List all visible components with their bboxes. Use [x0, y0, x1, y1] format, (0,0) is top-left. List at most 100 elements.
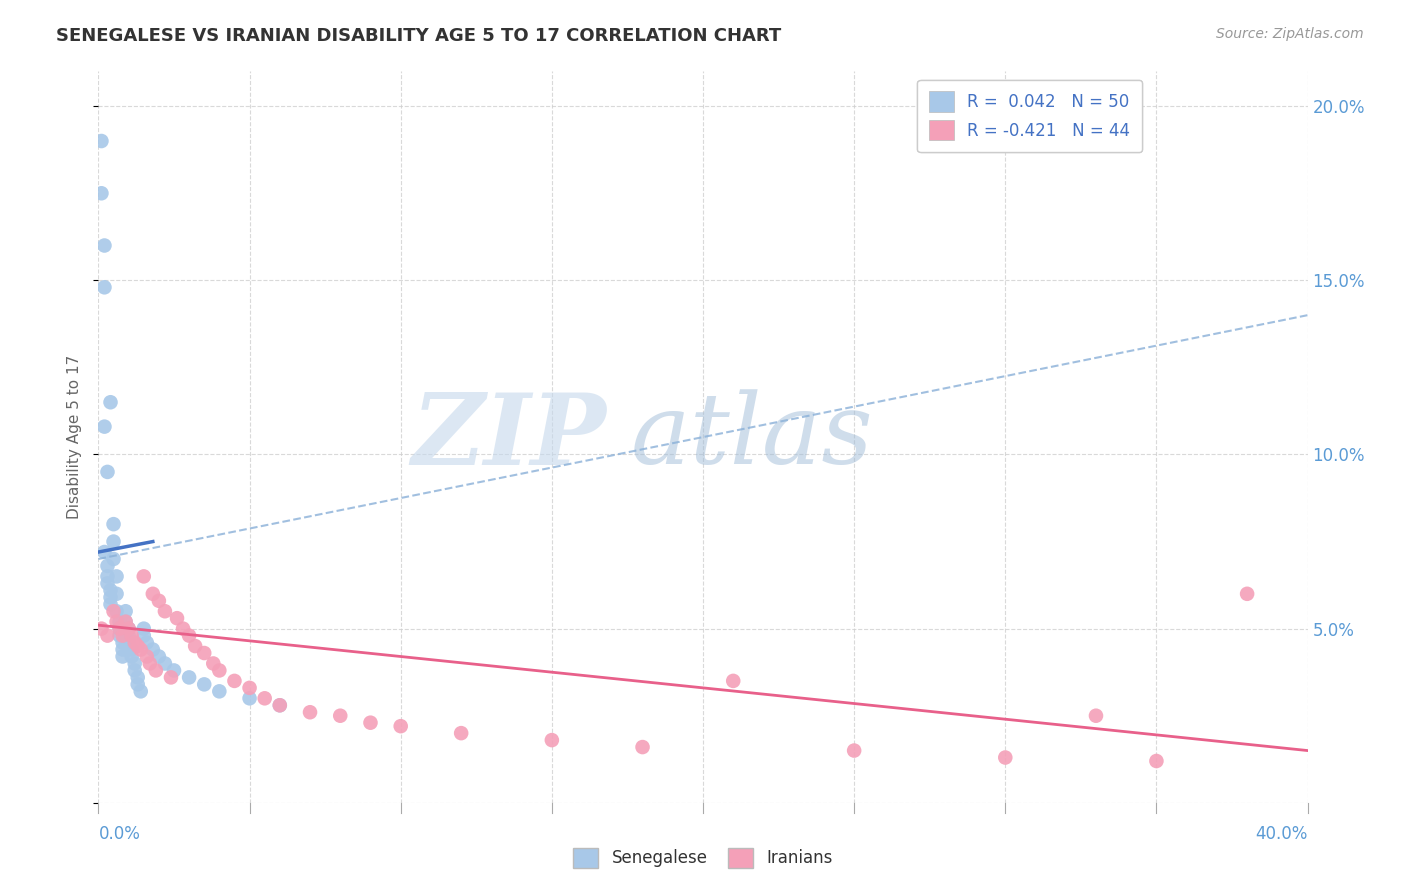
- Point: [124, 635, 146, 649]
- Point: [239, 681, 262, 695]
- Legend: R =  0.042   N = 50, R = -0.421   N = 44: R = 0.042 N = 50, R = -0.421 N = 44: [917, 79, 1142, 152]
- Point: [100, 597, 122, 611]
- Point: [121, 649, 143, 664]
- Point: [127, 677, 149, 691]
- Point: [103, 552, 125, 566]
- Point: [100, 395, 122, 409]
- Point: [111, 649, 134, 664]
- Point: [111, 642, 134, 657]
- Point: [105, 615, 128, 629]
- Point: [253, 691, 276, 706]
- Point: [145, 664, 167, 678]
- Point: [90, 622, 112, 636]
- Point: [148, 649, 170, 664]
- Point: [1236, 587, 1258, 601]
- Point: [269, 698, 291, 713]
- Point: [208, 664, 231, 678]
- Point: [124, 657, 146, 671]
- Point: [118, 629, 141, 643]
- Point: [114, 604, 136, 618]
- Point: [90, 186, 112, 201]
- Point: [142, 587, 165, 601]
- Point: [108, 622, 131, 636]
- Point: [96, 465, 118, 479]
- Point: [148, 594, 170, 608]
- Point: [163, 664, 186, 678]
- Point: [179, 629, 201, 643]
- Point: [96, 569, 118, 583]
- Point: [193, 646, 215, 660]
- Point: [132, 629, 155, 643]
- Point: [153, 604, 176, 618]
- Point: [90, 134, 112, 148]
- Point: [160, 670, 183, 684]
- Point: [166, 611, 188, 625]
- Point: [121, 629, 143, 643]
- Point: [172, 622, 194, 636]
- Point: [844, 743, 866, 757]
- Point: [93, 238, 115, 252]
- Point: [114, 615, 136, 629]
- Text: 40.0%: 40.0%: [1256, 825, 1308, 843]
- Point: [121, 642, 143, 657]
- Point: [100, 583, 122, 598]
- Point: [135, 635, 157, 649]
- Point: [108, 622, 131, 636]
- Point: [96, 558, 118, 573]
- Point: [389, 719, 412, 733]
- Point: [118, 622, 141, 636]
- Text: ZIP: ZIP: [412, 389, 606, 485]
- Point: [127, 639, 149, 653]
- Point: [994, 750, 1017, 764]
- Point: [329, 708, 352, 723]
- Point: [269, 698, 291, 713]
- Point: [100, 591, 122, 605]
- Point: [360, 715, 382, 730]
- Point: [132, 622, 155, 636]
- Point: [108, 615, 131, 629]
- Text: atlas: atlas: [630, 390, 873, 484]
- Point: [179, 670, 201, 684]
- Point: [202, 657, 225, 671]
- Point: [193, 677, 215, 691]
- Point: [96, 629, 118, 643]
- Point: [103, 604, 125, 618]
- Point: [111, 629, 134, 643]
- Point: [132, 569, 155, 583]
- Point: [111, 635, 134, 649]
- Point: [723, 673, 745, 688]
- Point: [105, 587, 128, 601]
- Point: [96, 576, 118, 591]
- Point: [108, 629, 131, 643]
- Point: [208, 684, 231, 698]
- Point: [124, 664, 146, 678]
- Point: [129, 684, 152, 698]
- Point: [118, 635, 141, 649]
- Point: [153, 657, 176, 671]
- Point: [93, 419, 115, 434]
- Point: [93, 545, 115, 559]
- Point: [631, 740, 654, 755]
- Point: [93, 280, 115, 294]
- Point: [139, 657, 162, 671]
- Text: 0.0%: 0.0%: [98, 825, 141, 843]
- Point: [105, 569, 128, 583]
- Point: [127, 670, 149, 684]
- Point: [299, 705, 322, 719]
- Point: [118, 622, 141, 636]
- Point: [103, 517, 125, 532]
- Legend: Senegalese, Iranians: Senegalese, Iranians: [567, 841, 839, 875]
- Point: [103, 534, 125, 549]
- Point: [1085, 708, 1108, 723]
- Text: SENEGALESE VS IRANIAN DISABILITY AGE 5 TO 17 CORRELATION CHART: SENEGALESE VS IRANIAN DISABILITY AGE 5 T…: [56, 27, 782, 45]
- Point: [142, 642, 165, 657]
- Point: [224, 673, 246, 688]
- Point: [129, 642, 152, 657]
- Text: Source: ZipAtlas.com: Source: ZipAtlas.com: [1216, 27, 1364, 41]
- Point: [135, 649, 157, 664]
- Point: [114, 615, 136, 629]
- Y-axis label: Disability Age 5 to 17: Disability Age 5 to 17: [67, 355, 83, 519]
- Point: [1144, 754, 1167, 768]
- Point: [540, 733, 562, 747]
- Point: [239, 691, 262, 706]
